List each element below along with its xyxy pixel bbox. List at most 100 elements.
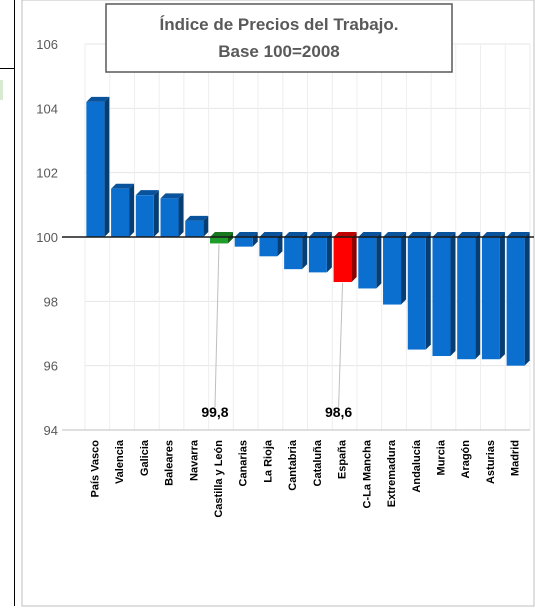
bar-side bbox=[302, 232, 308, 270]
left-panel-edge bbox=[0, 0, 15, 606]
y-tick-label: 98 bbox=[44, 294, 58, 309]
x-axis-labels: País Vasco Valencia Galicia Baleares Navarra… bbox=[89, 439, 521, 518]
bar-top bbox=[111, 183, 135, 189]
bar-top bbox=[358, 232, 382, 237]
y-tick-label: 96 bbox=[44, 359, 58, 374]
bar-side bbox=[499, 232, 505, 360]
bar bbox=[358, 232, 382, 289]
bar-front bbox=[135, 195, 154, 237]
bar-side bbox=[178, 193, 184, 237]
bar-front bbox=[457, 237, 476, 360]
y-tick-label: 100 bbox=[36, 230, 58, 245]
bar bbox=[160, 193, 184, 237]
y-tick-label: 102 bbox=[36, 166, 58, 181]
bar-top bbox=[432, 232, 456, 237]
bar bbox=[284, 232, 308, 270]
bar-top bbox=[160, 193, 184, 199]
bar-front bbox=[86, 101, 105, 238]
bar-top bbox=[86, 96, 110, 102]
bar bbox=[457, 232, 481, 360]
panel-marker bbox=[0, 80, 3, 100]
x-tick-label: C-La Mancha bbox=[361, 439, 373, 508]
bar bbox=[506, 232, 530, 366]
bar bbox=[259, 232, 283, 257]
x-tick-label: Canarias bbox=[238, 440, 250, 486]
bar-side bbox=[425, 232, 431, 350]
bar bbox=[135, 190, 159, 237]
annotation-leaders bbox=[214, 244, 344, 408]
x-tick-label: Navarra bbox=[188, 439, 200, 481]
bar-front bbox=[111, 188, 130, 237]
bar-front bbox=[308, 237, 327, 273]
bar-side bbox=[104, 96, 110, 238]
bar-side bbox=[351, 232, 357, 283]
x-tick-label: País Vasco bbox=[89, 440, 101, 498]
bar-top bbox=[407, 232, 431, 237]
y-axis-ticks: 94 96 98 100 102 104 106 bbox=[36, 37, 58, 438]
bars bbox=[86, 96, 530, 366]
x-tick-label: Extremadura bbox=[386, 439, 398, 507]
title-frame bbox=[105, 3, 453, 73]
x-tick-label: Cataluña bbox=[312, 439, 324, 486]
y-tick-label: 106 bbox=[36, 37, 58, 52]
bar-side bbox=[153, 190, 159, 237]
bar-top bbox=[135, 190, 159, 196]
bar-front bbox=[259, 237, 278, 257]
bar-front bbox=[432, 237, 451, 357]
bar bbox=[234, 232, 258, 247]
bar bbox=[432, 232, 456, 357]
bar-front bbox=[407, 237, 426, 350]
bar-front bbox=[333, 237, 352, 283]
bar-top bbox=[383, 232, 407, 237]
bar bbox=[308, 232, 332, 273]
annotation-leader bbox=[214, 244, 220, 408]
chart-subtitle: Base 100=2008 bbox=[218, 42, 339, 61]
y-tick-label: 104 bbox=[36, 101, 58, 116]
bar-side bbox=[376, 232, 382, 289]
x-tick-label: España bbox=[337, 439, 349, 479]
chart-title-box: Índice de Precios del Trabajo. Base 100=… bbox=[105, 3, 453, 73]
bar-front bbox=[284, 237, 303, 270]
annotation-label: 99,8 bbox=[201, 404, 228, 420]
bar-front bbox=[383, 237, 402, 305]
bar-side bbox=[524, 232, 530, 366]
bar-front bbox=[160, 198, 179, 237]
bar bbox=[185, 215, 209, 237]
bar-top bbox=[234, 232, 258, 237]
bar-top bbox=[506, 232, 530, 237]
bar-top bbox=[284, 232, 308, 237]
bar-top bbox=[333, 232, 357, 237]
bar-front bbox=[209, 237, 228, 244]
bar-side bbox=[252, 232, 258, 247]
bar-front bbox=[185, 220, 204, 237]
bar bbox=[481, 232, 505, 360]
bar-top bbox=[209, 232, 233, 237]
x-tick-label: Madrid bbox=[510, 440, 522, 476]
panel-divider bbox=[0, 68, 14, 69]
bar bbox=[86, 96, 110, 238]
bar bbox=[407, 232, 431, 350]
annotations: 99,8 98,6 bbox=[201, 404, 352, 420]
bar-front bbox=[234, 237, 253, 247]
annotation-leader bbox=[338, 283, 344, 408]
bar-front bbox=[358, 237, 377, 289]
annotation-label: 98,6 bbox=[325, 404, 352, 420]
bar bbox=[111, 183, 135, 237]
bar-top bbox=[259, 232, 283, 237]
bar-side bbox=[450, 232, 456, 357]
x-tick-label: Baleares bbox=[164, 440, 176, 486]
bar bbox=[383, 232, 407, 305]
bar-top bbox=[185, 215, 209, 221]
bar-front bbox=[481, 237, 500, 360]
chart-title: Índice de Precios del Trabajo. bbox=[159, 15, 398, 34]
x-tick-label: Asturias bbox=[485, 440, 497, 484]
x-tick-label: Andalucía bbox=[411, 439, 423, 492]
x-tick-label: Murcia bbox=[435, 439, 447, 475]
gridlines bbox=[62, 43, 531, 431]
bar-side bbox=[326, 232, 332, 273]
x-tick-label: Valencia bbox=[114, 439, 126, 484]
x-tick-label: Aragón bbox=[460, 440, 472, 479]
x-tick-label: Galicia bbox=[139, 439, 151, 476]
bar-top bbox=[308, 232, 332, 237]
